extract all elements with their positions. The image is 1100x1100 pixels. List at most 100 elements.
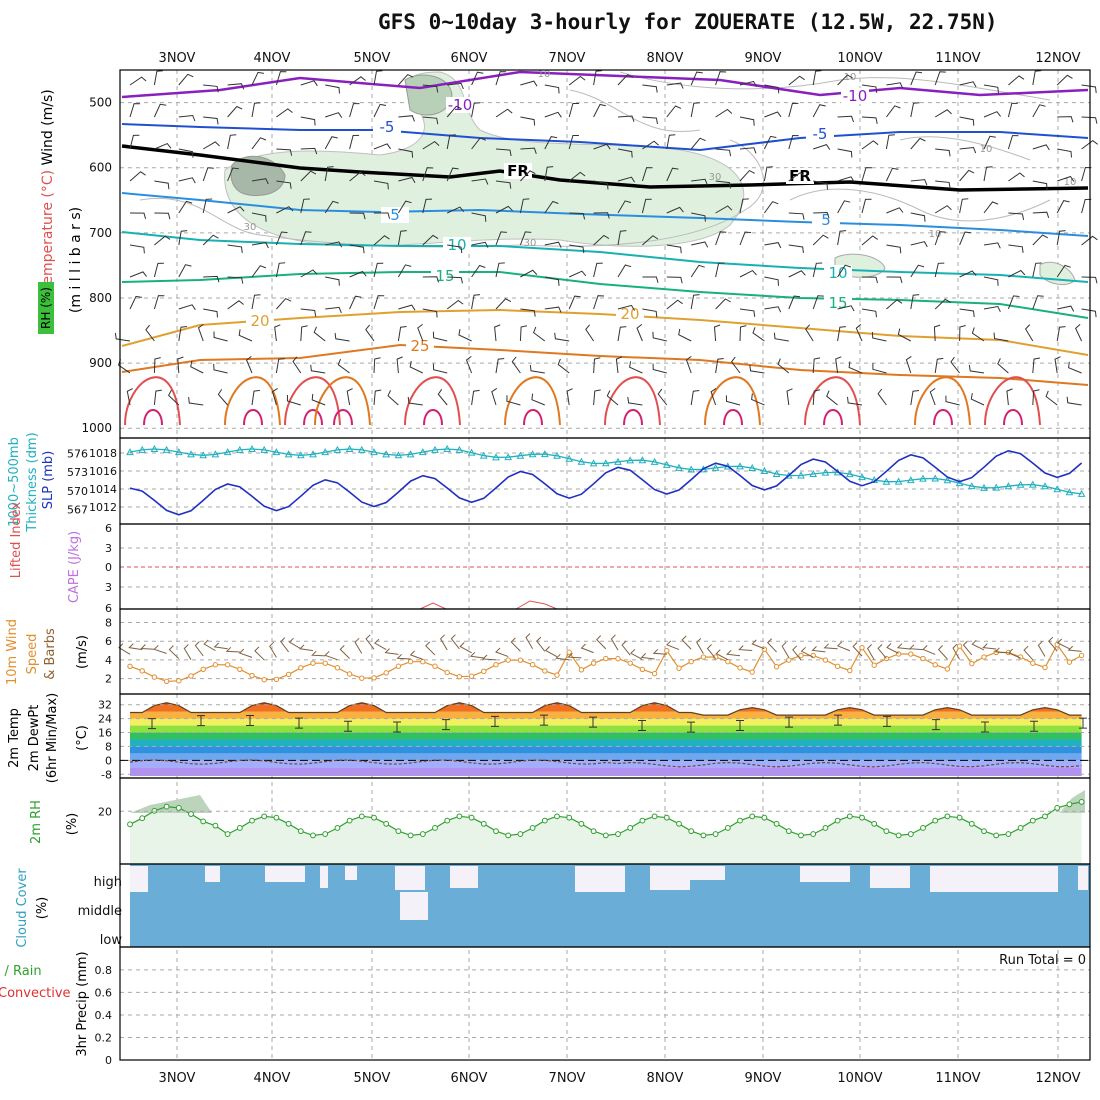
- thickness-marker: [748, 463, 757, 471]
- rh-marker: [1054, 805, 1061, 811]
- temp-band: [130, 767, 1082, 776]
- wind-barb: [896, 643, 911, 650]
- x-tick-label-top: 6NOV: [451, 51, 488, 66]
- wind-speed-marker: [139, 668, 145, 674]
- wind-barb: [837, 305, 855, 312]
- contour-label: FR: [507, 162, 529, 180]
- wind-barb: [531, 393, 545, 406]
- thickness-marker: [174, 448, 183, 456]
- wind-barb: [276, 180, 292, 189]
- wind-barb: [861, 167, 873, 182]
- cloud-gap: [395, 866, 425, 890]
- rh-marker: [163, 803, 170, 810]
- wind-barb: [349, 295, 362, 310]
- rh-marker: [419, 831, 426, 837]
- wind-barb: [471, 71, 484, 86]
- wind-barb: [365, 634, 375, 650]
- cloud-gap: [320, 866, 328, 888]
- wind-barb: [593, 389, 601, 406]
- contour-label-bg: [786, 168, 814, 184]
- wind-barb: [585, 324, 595, 342]
- rh-contour-label: 30: [244, 222, 257, 233]
- rh-legend-bg: [38, 282, 54, 334]
- contour-label: 5: [390, 206, 400, 224]
- wind-barb: [1037, 640, 1046, 657]
- wind-speed-marker: [1066, 659, 1073, 665]
- temp-minmax-bar: [981, 721, 989, 733]
- wind-barb: [715, 205, 733, 214]
- wind-barb: [788, 75, 805, 86]
- cape-tick-label: 0: [105, 561, 112, 574]
- wind-barb: [520, 269, 538, 278]
- temp-minmax-bar: [785, 716, 793, 728]
- wind-barb: [968, 364, 985, 374]
- wind-barb: [167, 389, 180, 406]
- panel-axis-label: Cloud Cover: [15, 868, 30, 948]
- wind-tick-label: 2: [105, 673, 112, 686]
- wind-barb: [188, 397, 204, 406]
- wind-speed-marker: [407, 658, 414, 665]
- wind-barb: [374, 212, 391, 219]
- rh-marker: [127, 821, 133, 828]
- temperature-contour-loop-inner: [243, 409, 263, 426]
- wind-speed-marker: [908, 651, 914, 657]
- wind-barb: [471, 264, 486, 278]
- wind-barb: [373, 389, 382, 406]
- wind-barb: [325, 276, 340, 286]
- rh-marker: [468, 814, 475, 821]
- wind-speed-marker: [676, 665, 682, 671]
- wind-barb: [786, 388, 793, 406]
- wind-barb: [374, 638, 387, 651]
- temp-band: [130, 739, 1082, 747]
- wind-tick-label: 6: [105, 635, 112, 648]
- thickness-marker: [235, 445, 244, 453]
- thickness-marker: [321, 448, 330, 456]
- wind-barb: [1032, 180, 1048, 190]
- thickness-marker: [540, 450, 549, 458]
- temperature-contour-loop-inner: [143, 409, 163, 426]
- wind-barbs-upper: [114, 70, 1098, 406]
- wind-barb: [227, 300, 244, 310]
- wind-barb: [886, 276, 903, 284]
- x-tick-label-top: 5NOV: [354, 51, 391, 66]
- wind-barb: [373, 103, 387, 118]
- contour-label-bg: [406, 338, 434, 354]
- wind-barb: [153, 389, 162, 406]
- temperature-contour-loop-inner: [723, 409, 743, 426]
- wind-speed-marker: [493, 661, 499, 668]
- x-tick-label-top: 11NOV: [935, 51, 980, 66]
- wind-speed-marker: [590, 660, 597, 666]
- temp-tick-label: 16: [98, 727, 112, 740]
- temp-minmax-bar: [197, 715, 205, 727]
- panel-background: [120, 70, 1090, 438]
- wind-barb: [432, 331, 448, 342]
- thickness-marker: [809, 469, 818, 478]
- wind-barb: [1008, 172, 1025, 182]
- wind-barb: [886, 207, 904, 214]
- wind-barb: [715, 71, 727, 86]
- panel-axis-label: 1000~500mb: [7, 437, 22, 527]
- temperature-contour-loop-inner: [523, 409, 543, 426]
- rh-marker: [846, 813, 853, 820]
- wind-barb: [292, 356, 302, 374]
- wind-barb: [615, 356, 623, 374]
- wind-barb: [910, 71, 923, 86]
- wind-barb: [422, 84, 439, 93]
- wind-barb: [446, 105, 462, 118]
- wind-barb: [398, 115, 415, 122]
- wind-barb: [1032, 144, 1050, 151]
- thickness-marker: [992, 483, 1001, 491]
- temperature-contour: [121, 192, 1089, 237]
- x-tick-label-top: 7NOV: [549, 51, 586, 66]
- pressure-tick-label: 900: [89, 356, 112, 370]
- wind-barb: [254, 646, 265, 661]
- contour-label-bg: [616, 306, 644, 322]
- rh-marker: [554, 813, 560, 820]
- wind-barb: [1066, 396, 1082, 406]
- wind-barb: [1056, 638, 1070, 650]
- wind-speed-marker: [847, 667, 853, 674]
- rh-marker: [1066, 801, 1073, 808]
- wind-speed-marker: [127, 663, 133, 670]
- wind-barb: [471, 102, 481, 118]
- wind-barb: [225, 646, 240, 653]
